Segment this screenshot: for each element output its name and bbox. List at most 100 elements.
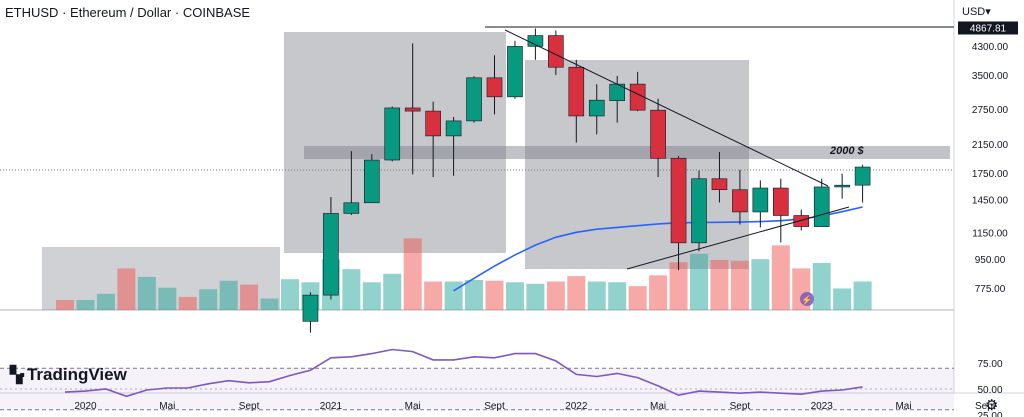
candle-body	[404, 107, 421, 112]
time-tick-label: Mai	[405, 401, 421, 412]
symbol-header[interactable]: ETHUSD · Ethereum / Dollar · COINBASE	[5, 5, 251, 20]
candle-body	[363, 159, 380, 204]
candle	[425, 101, 441, 178]
volume-bar	[96, 293, 115, 310]
time-tick-label: Mai	[650, 401, 666, 412]
volume-bar	[342, 269, 361, 310]
quote-currency: Dollar	[137, 5, 172, 20]
descending-trendline	[504, 29, 829, 187]
candle-body	[670, 157, 687, 244]
volume-bar	[546, 281, 565, 310]
candle	[650, 98, 666, 178]
candle	[834, 173, 850, 199]
rsi-tick-label: 50.00	[977, 385, 1002, 396]
candle-body	[466, 77, 482, 122]
symbol-ticker: ETHUSD	[5, 5, 59, 20]
rsi-tick-label: 25.00	[977, 411, 1002, 417]
candle	[445, 117, 462, 176]
volume-bar	[444, 281, 463, 310]
price-tick-label: 1150.00	[972, 228, 1008, 239]
volume-bar	[812, 263, 831, 310]
time-tick-label: Sept	[239, 401, 260, 412]
price-tick-label: 1750.00	[972, 169, 1009, 180]
exchange-name: COINBASE	[182, 5, 251, 20]
candle-body	[691, 178, 707, 244]
volume-bar	[690, 253, 708, 310]
price-tick-label: 775.00	[975, 284, 1006, 295]
candle	[691, 170, 707, 252]
candle-body	[793, 215, 810, 227]
candle	[732, 169, 748, 225]
header-separator: ·	[62, 5, 67, 20]
volume-bar	[853, 281, 872, 310]
currency-selector[interactable]: USD▾	[962, 5, 991, 18]
volume-bar	[710, 259, 729, 310]
candle-body	[548, 35, 564, 68]
candle	[670, 155, 687, 271]
alert-icon[interactable]	[800, 292, 814, 306]
time-tick-label: 2022	[565, 401, 588, 412]
annotation-2000: 2000 $	[829, 145, 865, 157]
candle	[711, 152, 728, 203]
price-tick-label: 2750.00	[972, 105, 1009, 116]
candle	[813, 178, 830, 227]
volume-bar	[178, 296, 197, 310]
volume-bar	[628, 286, 647, 310]
volume-bar	[158, 287, 177, 310]
volume-bar	[465, 279, 484, 310]
volume-bar	[219, 280, 238, 310]
tradingview-logo[interactable]: ▚▪ TradingView	[10, 365, 127, 385]
time-tick-label: Sept	[975, 401, 996, 412]
candle	[854, 164, 871, 203]
time-tick-label: Mai	[159, 401, 175, 412]
chevron-down-icon: ▾	[985, 6, 991, 18]
candle	[568, 59, 585, 143]
asset-name: Ethereum	[70, 5, 127, 20]
last-price-label: 4867.81	[970, 23, 1007, 34]
candle-body	[732, 189, 748, 213]
candle-body	[507, 46, 523, 98]
candle	[629, 71, 646, 112]
candle-body	[813, 186, 830, 227]
candle	[752, 180, 769, 228]
candle	[466, 76, 482, 123]
candle-body	[568, 66, 585, 117]
price-tick-label: 2150.00	[972, 140, 1009, 151]
ascending-trendline	[626, 206, 850, 270]
volume-bar	[383, 273, 402, 310]
volume-bar	[730, 260, 749, 310]
candle-body	[752, 187, 769, 213]
time-tick-label: 2020	[74, 401, 97, 412]
time-tick-label: Sept	[484, 401, 505, 412]
candle-body	[588, 99, 605, 117]
volume-bar	[485, 280, 504, 310]
volume-bar	[137, 276, 156, 310]
currency-label: USD	[962, 6, 986, 18]
time-tick-label: 2023	[811, 401, 834, 412]
candle-body	[834, 184, 850, 188]
price-tick-label: 3500.00	[972, 71, 1009, 82]
volume-bar	[649, 275, 668, 310]
candle	[404, 43, 421, 175]
candle	[302, 292, 319, 333]
volume-bar	[76, 299, 95, 310]
candle	[507, 40, 523, 99]
gear-icon[interactable]: ⚙	[985, 397, 999, 414]
volume-bar	[833, 288, 852, 310]
rsi-line	[64, 348, 863, 398]
volume-bar	[669, 262, 688, 310]
volume-bar	[56, 299, 75, 310]
volume-bar	[567, 276, 586, 310]
volume-bar	[362, 282, 381, 310]
volume-bar	[240, 284, 259, 310]
candle	[772, 178, 789, 243]
volume-bar	[608, 282, 627, 310]
candle-body	[854, 166, 871, 186]
candle-body	[711, 178, 728, 191]
last-price-tag	[958, 21, 1018, 35]
volume-bar	[771, 245, 790, 310]
price-tick-label: 950.00	[975, 255, 1006, 266]
time-tick-label: Sept	[730, 401, 751, 412]
candle	[588, 84, 605, 135]
